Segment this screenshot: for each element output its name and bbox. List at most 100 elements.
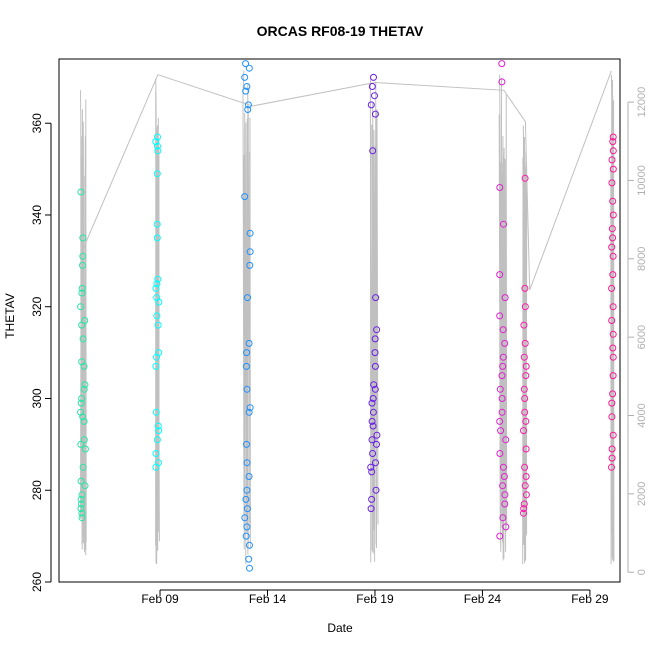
data-point [152, 362, 160, 370]
data-point [608, 463, 615, 471]
y2-tick-label: 8000 [636, 247, 648, 271]
data-point [608, 317, 616, 324]
data-point [521, 339, 529, 347]
data-point [78, 284, 86, 292]
data-point [501, 491, 509, 499]
data-point [520, 353, 528, 361]
data-point [242, 495, 250, 503]
data-point [608, 454, 616, 462]
data-point [367, 101, 375, 109]
plot-frame [58, 58, 621, 583]
data-point [501, 339, 509, 347]
data-point [154, 142, 161, 150]
data-point [496, 532, 504, 540]
data-point [152, 408, 160, 416]
data-point [152, 138, 160, 146]
data-point [608, 284, 616, 292]
data-point [502, 436, 510, 444]
data-point [609, 390, 617, 398]
data-point [608, 225, 616, 233]
data-point [246, 404, 254, 412]
data-point [77, 399, 85, 407]
altitude-profile-4 [369, 78, 379, 563]
y2-tick-label: 12000 [636, 87, 648, 118]
data-point [245, 555, 253, 563]
data-point [77, 505, 85, 513]
data-point [79, 413, 87, 421]
y-tick-label: 300 [30, 388, 44, 408]
data-point [608, 179, 616, 187]
data-point [368, 399, 376, 407]
data-point [246, 541, 253, 549]
data-point [608, 445, 616, 453]
data-point [79, 335, 87, 343]
data-point [79, 252, 87, 260]
data-point [522, 372, 530, 380]
data-point [246, 229, 254, 237]
data-point [244, 101, 252, 109]
data-point [242, 532, 250, 540]
data-point [155, 298, 163, 306]
data-point [497, 427, 505, 435]
y-tick-label: 280 [30, 480, 44, 500]
data-point [609, 431, 617, 439]
data-point [521, 284, 529, 292]
y2-tick-label: 2000 [636, 482, 648, 506]
data-point [152, 284, 160, 292]
data-point [372, 486, 380, 494]
data-point [521, 174, 529, 182]
data-point [499, 362, 507, 370]
flight-series-2 [152, 133, 163, 471]
data-point [609, 133, 617, 141]
data-point [371, 92, 378, 100]
data-point [521, 482, 529, 490]
y2-tick-label: 0 [636, 569, 648, 575]
altitude-profile-2 [155, 78, 160, 565]
data-point [520, 509, 527, 517]
data-point [496, 385, 504, 393]
data-point [372, 294, 380, 302]
data-point [78, 500, 85, 508]
y2-tick-label: 10000 [636, 165, 648, 196]
data-point [499, 326, 507, 334]
data-point [521, 408, 529, 416]
data-point [609, 344, 617, 352]
data-point [522, 362, 530, 370]
data-point [608, 399, 616, 407]
data-point [77, 408, 85, 416]
data-point [243, 459, 251, 467]
data-point [608, 243, 616, 251]
data-point [368, 417, 376, 425]
data-point [609, 234, 617, 242]
data-point [498, 372, 506, 380]
data-point [78, 358, 86, 366]
data-point [241, 73, 249, 81]
data-point [373, 326, 381, 334]
altitude-profile-1 [80, 90, 87, 556]
data-point [609, 372, 617, 380]
data-point [502, 523, 510, 531]
plot-area [58, 58, 621, 583]
data-point [154, 147, 162, 155]
data-point [244, 106, 252, 113]
data-point [609, 353, 617, 361]
data-point [609, 211, 617, 219]
y2-tick-label: 4000 [636, 403, 648, 427]
data-point [609, 330, 617, 338]
data-point [243, 505, 251, 513]
data-point [499, 353, 507, 361]
data-point [369, 450, 377, 457]
flight-series-3 [241, 60, 254, 572]
data-point [78, 395, 86, 402]
data-point [501, 500, 509, 508]
data-point [81, 445, 89, 453]
data-point [498, 60, 506, 68]
data-point [520, 385, 528, 393]
data-point [77, 495, 85, 503]
data-point [80, 436, 88, 444]
data-point [81, 381, 89, 389]
data-point [78, 289, 86, 297]
data-point [500, 220, 507, 228]
data-point [498, 408, 506, 416]
data-point [243, 83, 251, 90]
